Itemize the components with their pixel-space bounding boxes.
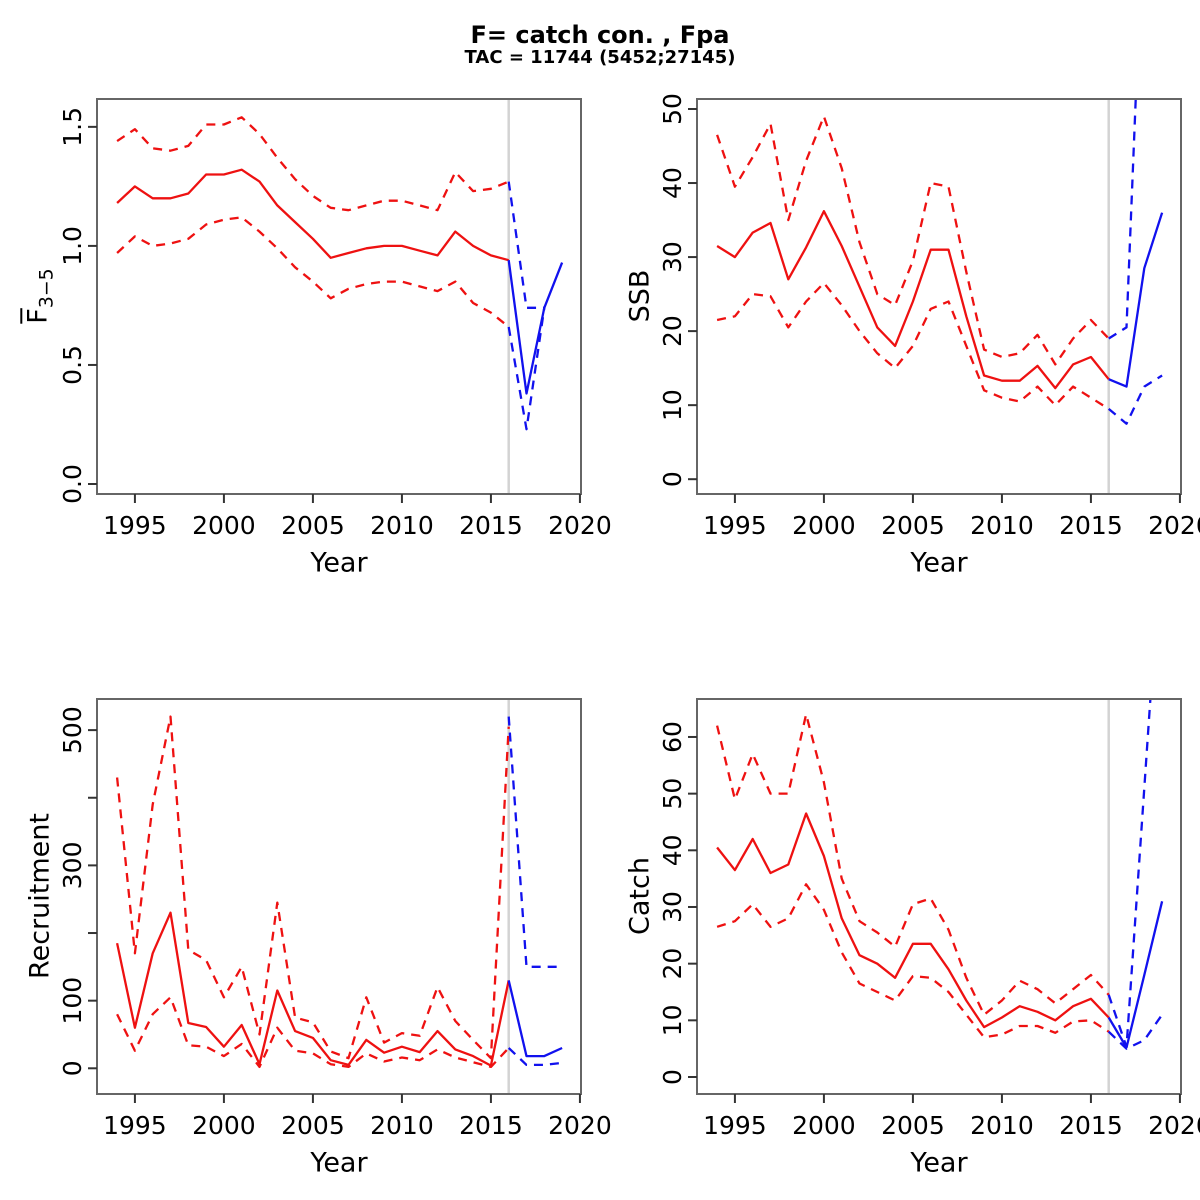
- y-tick-label: 60: [658, 721, 687, 753]
- panel-ssb: 1995 2000 2005 2010 2015 2020 0 10 20 30 40 50: [658, 93, 1200, 540]
- ssb-series-group: [716, 99, 1164, 425]
- catch-median-history: [716, 812, 1110, 1029]
- y-tick-label: 10: [658, 389, 687, 421]
- x-tick-label: 2020: [1148, 511, 1200, 540]
- x-tick-label: 2015: [1059, 1111, 1123, 1140]
- ssb-upper-ci-forecast: [1108, 99, 1137, 340]
- figure-title: F= catch con. , Fpa: [470, 21, 730, 49]
- x-tick-label: 2000: [792, 1111, 856, 1140]
- y-tick-label: 50: [658, 93, 687, 125]
- y-tick-label: 0: [58, 1060, 87, 1076]
- recruitment-x-axis-label: Year: [310, 1147, 368, 1179]
- y-tick-label: 1.0: [58, 226, 87, 266]
- f-upper-ci-history: [116, 116, 510, 212]
- f-lower-ci-history: [116, 216, 510, 328]
- catch-series-group: [715, 699, 1164, 1050]
- x-tick-label: 2015: [459, 1111, 523, 1140]
- rec-lower-ci-forecast: [507, 1047, 563, 1067]
- ssb-lower-ci-history: [716, 281, 1110, 410]
- x-tick-label: 1995: [103, 1111, 167, 1140]
- catch-upper-ci-forecast: [1107, 699, 1152, 1049]
- y-tick-label: 1.5: [58, 107, 87, 147]
- x-tick-label: 2015: [459, 511, 523, 540]
- ssb-x-axis-label: Year: [910, 547, 968, 579]
- catch-median-forecast: [1107, 901, 1164, 1049]
- x-tick-label: 2015: [1059, 511, 1123, 540]
- fbar-series-group: [116, 116, 564, 431]
- fbar-y-axis-label: F3−5: [22, 268, 57, 323]
- x-tick-label: 2000: [192, 1111, 256, 1140]
- rec-median-history: [115, 911, 510, 1067]
- catch-lower-ci-history: [716, 883, 1110, 1039]
- y-tick-label: 0.5: [58, 345, 87, 385]
- panel-border: [696, 698, 1182, 1095]
- fbar-symbol: F: [22, 308, 54, 324]
- y-tick-label: 50: [658, 778, 687, 810]
- x-tick-label: 2005: [281, 511, 345, 540]
- panel-recruitment: 1995 2000 2005 2010 2015 2020 0 100 300 500: [58, 698, 612, 1140]
- x-tick-label: 2020: [548, 511, 612, 540]
- rec-lower-ci-history: [116, 996, 510, 1069]
- y-tick-label: 300: [58, 842, 87, 890]
- ssb-upper-ci-history: [716, 115, 1110, 366]
- x-tick-label: 2020: [548, 1111, 612, 1140]
- x-tick-label: 2010: [370, 1111, 434, 1140]
- y-tick-label: 20: [658, 315, 687, 347]
- y-tick-label: 0: [658, 471, 687, 487]
- x-tick-label: 2010: [970, 1111, 1034, 1140]
- y-tick-label: 0.0: [58, 464, 87, 504]
- x-tick-label: 2005: [881, 511, 945, 540]
- f-upper-ci-forecast: [507, 181, 545, 309]
- recruitment-y-axis-label: Recruitment: [24, 813, 56, 979]
- ssb-y-axis-label: SSB: [624, 269, 656, 323]
- x-tick-label: 2020: [1148, 1111, 1200, 1140]
- x-tick-label: 2010: [970, 511, 1034, 540]
- fbar-x-axis-label: Year: [310, 547, 368, 579]
- x-tick-label: 1995: [103, 511, 167, 540]
- figure-subtitle: TAC = 11744 (5452;27145): [464, 47, 736, 68]
- panel-border: [96, 98, 582, 495]
- y-tick-label: 0: [658, 1069, 687, 1085]
- x-tick-label: 2010: [370, 511, 434, 540]
- x-tick-label: 1995: [703, 1111, 767, 1140]
- catch-y-axis-label: Catch: [624, 857, 656, 935]
- y-tick-label: 20: [658, 948, 687, 980]
- catch-x-axis-label: Year: [910, 1147, 968, 1179]
- x-tick-label: 2000: [792, 511, 856, 540]
- x-tick-label: 2000: [192, 511, 256, 540]
- catch-upper-ci-history: [715, 713, 1110, 1016]
- y-tick-label: 30: [658, 891, 687, 923]
- x-tick-label: 2005: [881, 1111, 945, 1140]
- y-tick-label: 500: [58, 706, 87, 754]
- y-tick-label: 10: [658, 1004, 687, 1036]
- panel-fbar: 1995 2000 2005 2010 2015 2020 0.0 0.5 1.0 1.5: [58, 98, 612, 540]
- x-tick-label: 1995: [703, 511, 767, 540]
- panel-catch: 1995 2000 2005 2010 2015 2020 0 10 20 30 40 50 60: [658, 698, 1200, 1140]
- catch-lower-ci-forecast: [1107, 1014, 1164, 1050]
- rec-median-forecast: [507, 980, 563, 1058]
- f-median-history: [116, 168, 509, 262]
- f-lower-ci-forecast: [507, 307, 546, 431]
- ssb-median-history: [716, 210, 1110, 390]
- panel-border: [696, 98, 1182, 495]
- y-tick-label: 40: [658, 167, 687, 199]
- rec-upper-ci-history: [115, 715, 510, 1060]
- y-tick-label: 30: [658, 241, 687, 273]
- rec-upper-ci-forecast: [507, 716, 563, 968]
- f-median-forecast: [507, 260, 564, 395]
- x-tick-label: 2005: [281, 1111, 345, 1140]
- y-tick-label: 40: [658, 834, 687, 866]
- recruitment-series-group: [115, 715, 563, 1069]
- fbar-subscript: 3−5: [35, 268, 58, 309]
- ssb-median-forecast: [1108, 212, 1164, 388]
- y-tick-label: 100: [58, 977, 87, 1025]
- panel-border: [96, 698, 582, 1095]
